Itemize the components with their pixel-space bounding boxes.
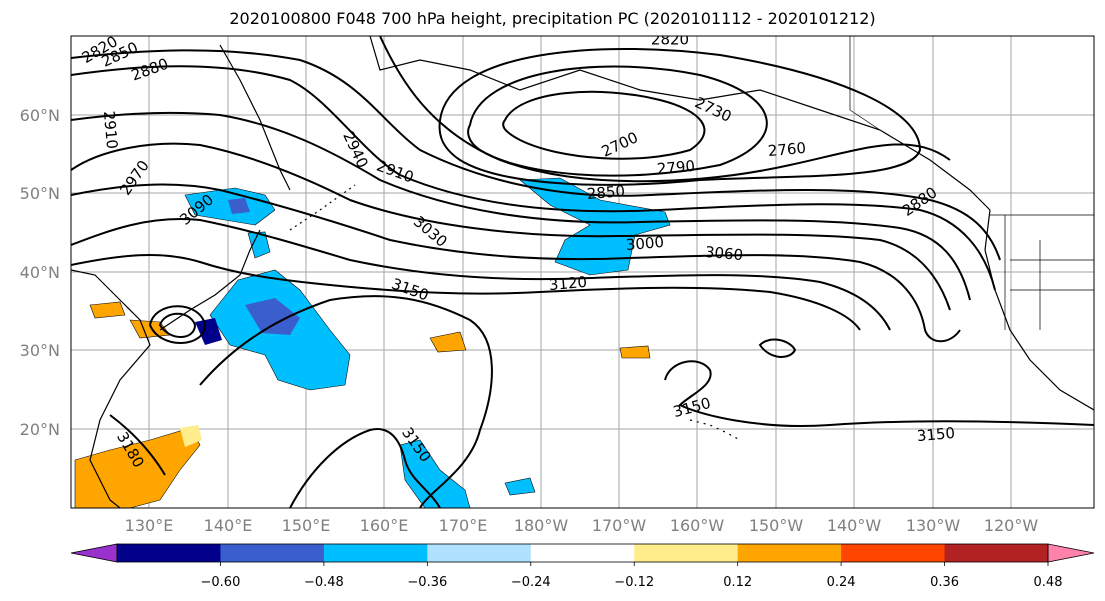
contour-label: 3000 (625, 233, 665, 254)
longitude-tick-label: 140°E (204, 516, 253, 535)
aleutian-chain (289, 184, 356, 231)
longitude-tick-label: 160°W (670, 516, 725, 535)
colorbar-extend-low (70, 543, 118, 563)
precip-positive-east (619, 345, 651, 359)
longitude-tick-label: 150°E (282, 516, 331, 535)
precip-area-south (399, 439, 471, 508)
colorbar-segment (530, 544, 635, 562)
colorbar-segment (841, 544, 946, 562)
precip-area-south-small (504, 477, 536, 496)
contour-label: 3120 (548, 273, 588, 294)
colorbar-segment (944, 544, 1049, 562)
contour-3090 (71, 218, 891, 331)
precip-area-japan-deep (195, 318, 222, 345)
coastline-northamerica (984, 209, 1094, 411)
map-frame (70, 35, 1095, 509)
contour-2700-low (502, 90, 706, 160)
contour-label: 3060 (704, 243, 744, 264)
colorbar-tick-label: −0.48 (304, 575, 344, 590)
precip-area-japan-core (245, 298, 300, 335)
precip-positive-china (74, 427, 201, 508)
contour-low-japan-2 (148, 305, 207, 344)
contour-3120 (71, 253, 861, 331)
colorbar-segment (117, 544, 221, 562)
colorbar-extend-high (1047, 543, 1095, 563)
contour-low-japan (158, 312, 197, 338)
colorbar-tick-label: 0.48 (1034, 575, 1063, 590)
precipitation-shading (74, 177, 671, 508)
precip-area-kuril-core (228, 198, 250, 214)
coastline-asia (71, 269, 151, 508)
contour-3150-main (199, 295, 493, 508)
contour-label: 2790 (656, 157, 696, 178)
latitude-labels: 60°N 50°N 40°N 30°N 20°N (20, 106, 60, 439)
latitude-tick-label: 30°N (20, 341, 60, 360)
longitude-tick-label: 180°W (514, 516, 569, 535)
political-borders (849, 36, 1094, 330)
contour-label: 2910 (100, 110, 121, 150)
colorbar-segment (427, 544, 532, 562)
contour-label: 3150 (916, 424, 956, 445)
precip-positive-korea (89, 301, 126, 319)
contour-3180 (289, 428, 441, 508)
precip-positive-mid (429, 331, 467, 353)
contour-2790 (379, 36, 951, 183)
hawaii-islands (689, 419, 741, 441)
precip-area-northpacific (519, 177, 671, 276)
colorbar-tick-label: −0.12 (614, 575, 654, 590)
contour-3150-east (664, 360, 1094, 427)
latitude-tick-label: 40°N (20, 263, 60, 282)
longitude-tick-label: 140°W (827, 516, 882, 535)
longitude-tick-label: 130°W (906, 516, 961, 535)
coastline-japan (159, 229, 261, 331)
colorbar-segment (737, 544, 842, 562)
colorbar-tick-label: 0.12 (723, 575, 752, 590)
colorbar-outline (116, 543, 1049, 563)
latitude-tick-label: 20°N (20, 420, 60, 439)
height-contours (71, 36, 1094, 508)
contour-2850 (71, 49, 1001, 261)
colorbar-segment (634, 544, 739, 562)
colorbar-tick-label: −0.24 (511, 575, 551, 590)
contour-label: 2760 (767, 139, 807, 160)
colorbar (70, 543, 1095, 563)
contour-2880 (71, 65, 996, 291)
contour-3150-west (109, 414, 166, 476)
precip-positive-china-light (180, 425, 202, 447)
contour-label: 2820 (651, 31, 689, 49)
colorbar-segment (323, 544, 428, 562)
colorbar-tick-label: 0.24 (827, 575, 856, 590)
chart-title: 2020100800 F048 700 hPa height, precipit… (229, 9, 876, 28)
contour-3030 (71, 183, 961, 343)
coastline-alaska (369, 36, 991, 211)
longitude-tick-label: 150°W (749, 516, 804, 535)
latitude-tick-label: 50°N (20, 184, 60, 203)
colorbar-segment (220, 544, 325, 562)
contour-2760 (438, 47, 922, 186)
colorbar-tick-label: −0.60 (201, 575, 241, 590)
longitude-tick-label: 130°E (125, 516, 174, 535)
longitude-tick-label: 160°E (360, 516, 409, 535)
latitude-tick-label: 60°N (20, 106, 60, 125)
longitude-tick-label: 170°W (592, 516, 647, 535)
contour-2970 (71, 142, 951, 311)
colorbar-tick-labels: −0.60 −0.48 −0.36 −0.24 −0.12 0.12 0.24 0.36 0.4… (201, 562, 1063, 590)
contour-label: 2850 (586, 182, 626, 203)
contour-2910 (71, 111, 971, 301)
longitude-labels: 130°E 140°E 150°E 160°E 170°E 180°W 170°W 160°W… (125, 516, 1039, 535)
contour-high-sea (758, 338, 797, 358)
longitude-tick-label: 120°W (984, 516, 1039, 535)
colorbar-tick-label: −0.36 (407, 575, 447, 590)
colorbar-tick-label: 0.36 (930, 575, 959, 590)
longitude-tick-label: 170°E (439, 516, 488, 535)
